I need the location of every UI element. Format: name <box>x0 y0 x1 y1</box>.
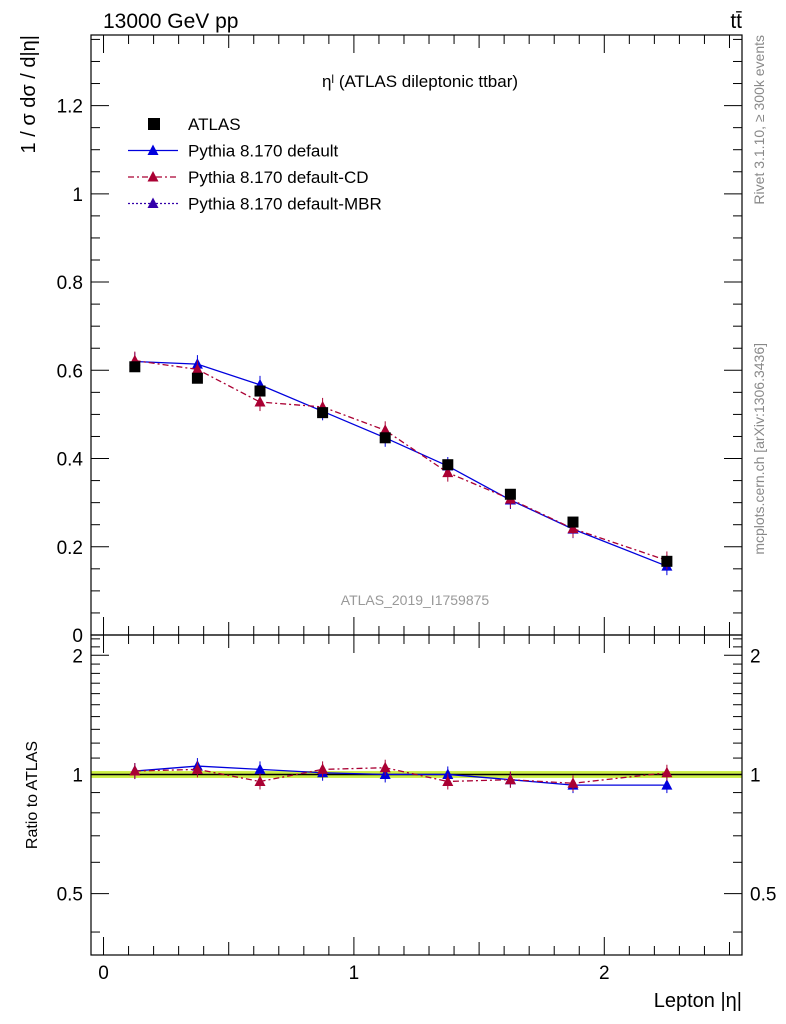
legend-label: Pythia 8.170 default-CD <box>188 168 369 187</box>
ratio-tick-label: 0.5 <box>750 885 776 906</box>
x-tick-label: 0 <box>98 963 109 984</box>
legend-marker <box>147 171 159 182</box>
energy-label: 13000 GeV pp <box>103 10 238 33</box>
ratio-point <box>317 763 329 774</box>
data-point <box>254 385 266 397</box>
ratio-point <box>661 779 673 790</box>
ratio-point <box>379 761 391 773</box>
y-tick-label: 0.8 <box>57 273 83 294</box>
data-point <box>317 407 329 419</box>
data-point <box>504 488 516 500</box>
ratio-point <box>504 773 516 785</box>
ratio-point <box>661 766 673 778</box>
y-tick-label: 1 <box>72 185 83 206</box>
ratio-tick-label: 2 <box>72 646 83 667</box>
y-tick-label: 0.4 <box>57 450 84 471</box>
ratio-tick-label: 2 <box>750 646 761 667</box>
ratio-tick-label: 0.5 <box>57 885 83 906</box>
legend-marker <box>147 197 159 208</box>
ratio-point <box>191 763 203 774</box>
y-axis-label: 1 / σ dσ / d|η| <box>18 35 40 153</box>
data-point <box>129 361 141 373</box>
series-point <box>191 363 203 374</box>
ratio-y-axis-label: Ratio to ATLAS <box>24 741 41 849</box>
series-point <box>567 522 579 534</box>
legend-label: Pythia 8.170 default <box>188 142 339 161</box>
y-tick-label: 0.2 <box>57 538 83 559</box>
data-point <box>191 372 203 384</box>
legend-label: ATLAS <box>188 115 241 134</box>
ratio-point <box>254 775 266 786</box>
process-label: tt̄ <box>730 10 742 33</box>
x-axis-label: Lepton |η| <box>654 990 742 1012</box>
series-line <box>134 359 668 562</box>
legend-marker <box>147 144 159 155</box>
series-point <box>379 424 391 435</box>
series-point <box>254 396 266 407</box>
x-tick-label: 1 <box>349 963 360 984</box>
series-point <box>442 466 454 478</box>
y-tick-label: 1.2 <box>57 97 83 118</box>
ratio-point <box>254 763 266 774</box>
data-point <box>379 432 391 444</box>
series-line <box>134 360 668 567</box>
ratio-point <box>442 775 454 786</box>
ratio-panel: 0 1 2 0.5 0.5 1 1 2 2 Ratio to ATLAS Lepton |η| <box>24 634 776 1012</box>
y-tick-label: 0.6 <box>57 361 83 382</box>
data-point <box>442 459 454 471</box>
chart-title: ηˡ (ATLAS dileptonic ttbar) <box>322 72 518 91</box>
ratio-point <box>129 765 141 776</box>
ratio-frame <box>90 634 743 956</box>
legend-label: Pythia 8.170 default-MBR <box>188 195 382 214</box>
ratio-point <box>567 777 579 788</box>
main-panel: 0 0.2 0.4 0.6 0.8 1 1.2 ηˡ (ATLAS dileptonic t… <box>18 34 743 647</box>
ratio-tick-label: 1 <box>72 765 83 786</box>
rivet-label: Rivet 3.1.10, ≥ 300k events <box>751 35 767 205</box>
mcplots-label: mcplots.cern.ch [arXiv:1306.3436] <box>751 343 767 555</box>
legend-marker <box>148 118 160 130</box>
data-point <box>567 516 579 528</box>
y-tick-label: 0 <box>72 626 83 647</box>
ratio-tick-label: 1 <box>750 765 761 786</box>
legend: ATLAS Pythia 8.170 default Pythia 8.170 de… <box>128 115 382 214</box>
data-point <box>661 555 673 567</box>
analysis-id: ATLAS_2019_I1759875 <box>341 592 490 608</box>
x-tick-label: 2 <box>599 963 610 984</box>
